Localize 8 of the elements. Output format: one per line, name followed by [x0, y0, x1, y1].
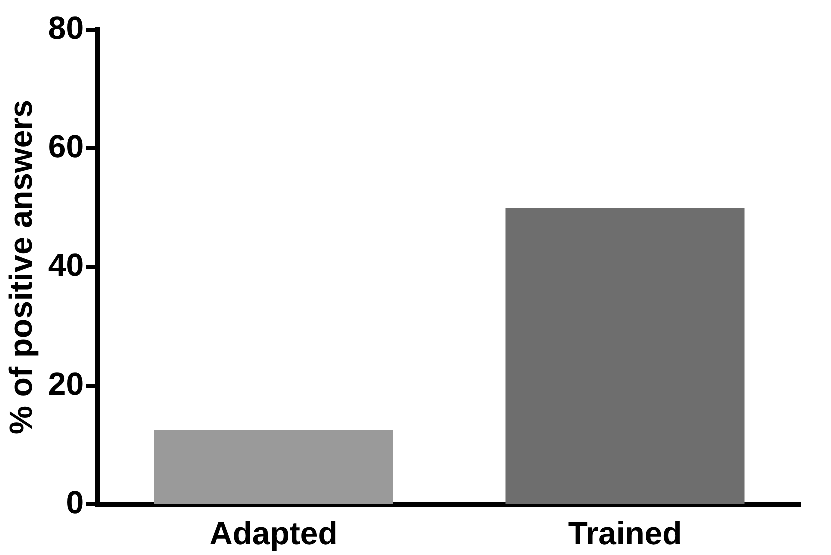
y-tick-label: 0	[66, 484, 84, 520]
y-tick-label: 40	[48, 247, 84, 284]
y-tick-label: 20	[48, 366, 84, 402]
x-tick-label: Trained	[568, 516, 682, 552]
y-axis-title: % of positive answers	[3, 100, 40, 434]
x-tick-label: Adapted	[210, 516, 338, 552]
y-tick-label: 80	[48, 10, 84, 46]
y-tick-label: 60	[48, 128, 84, 164]
